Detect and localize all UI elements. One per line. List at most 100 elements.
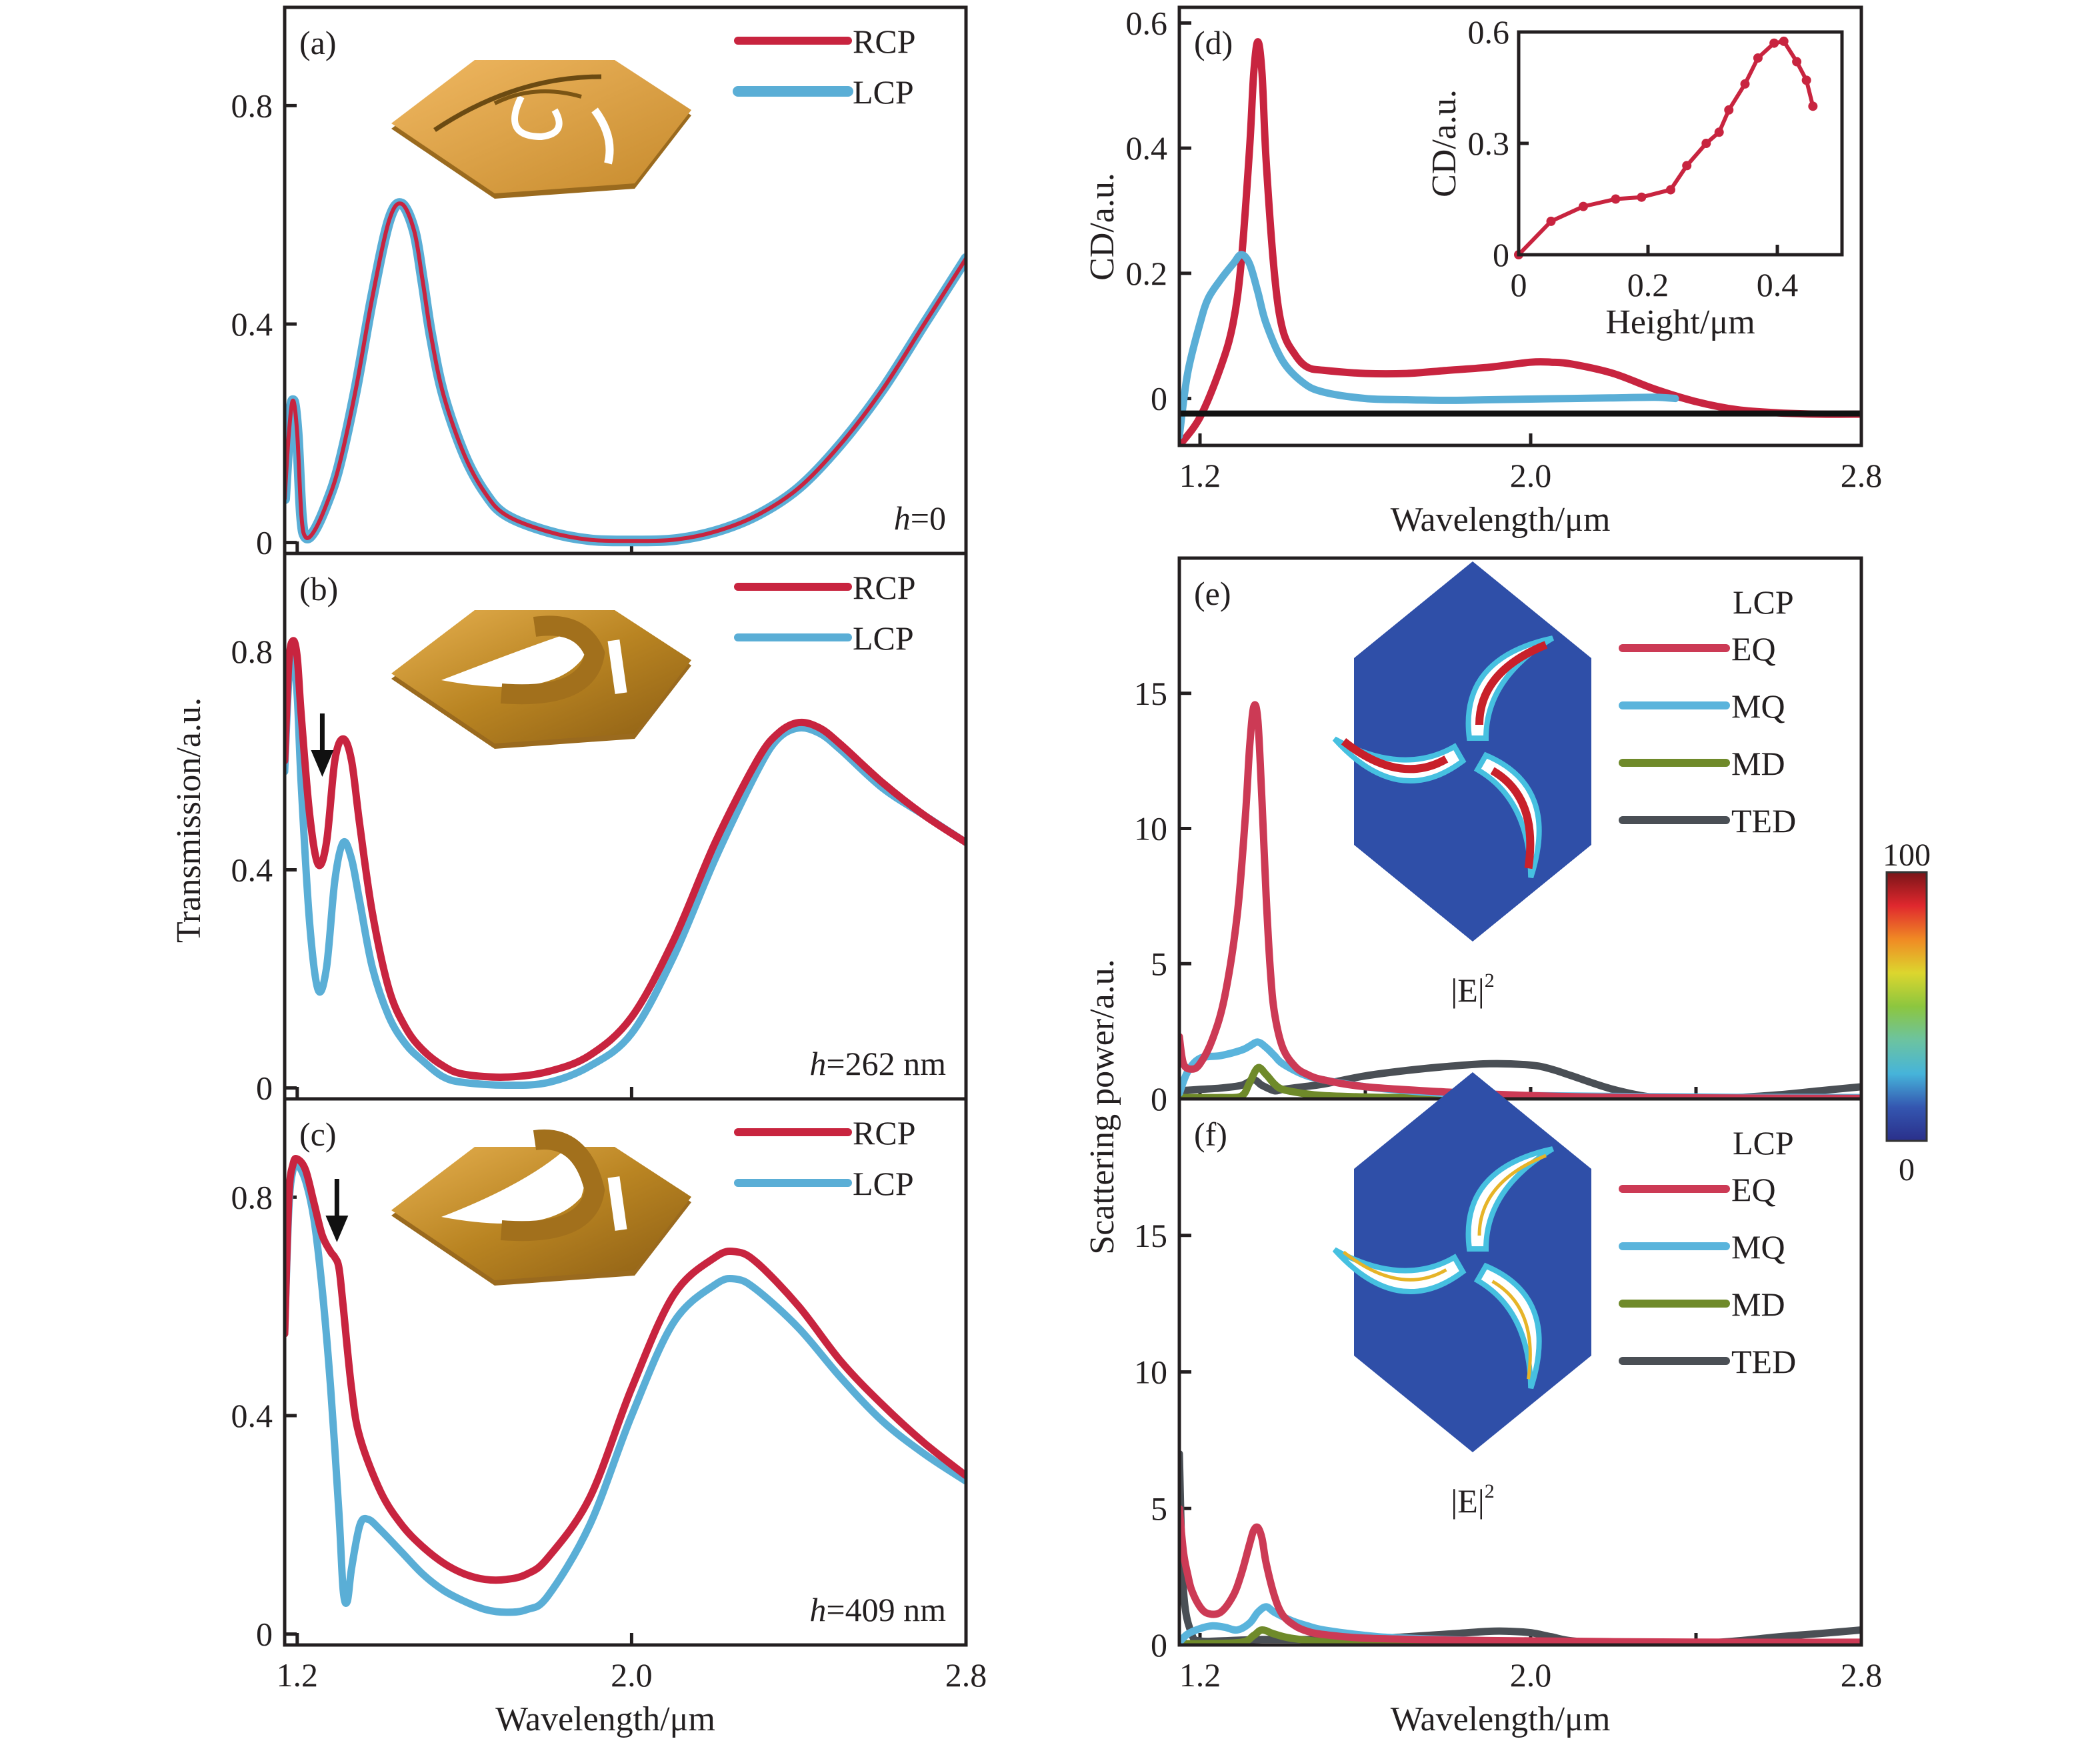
y-tick-label: 10 [1134, 810, 1167, 847]
annotation-value: =409 nm [826, 1591, 946, 1628]
structure-image-h262 [391, 610, 691, 749]
inset-x-tick-label: 0.4 [1757, 266, 1799, 303]
field-hotspot [1490, 767, 1535, 869]
y-axis-label-cd: CD/a.u. [1083, 173, 1121, 281]
field-spiral-arm [1332, 1247, 1467, 1294]
legend-label: EQ [1731, 1171, 1776, 1208]
y-tick-label: 0.8 [231, 1178, 273, 1216]
y-tick-label: 15 [1134, 1217, 1167, 1254]
y-axis-label-transmission: Transmission/a.u. [170, 697, 208, 943]
plot-frame [1177, 5, 1863, 447]
panel-label: (a) [299, 24, 337, 61]
field-slot [1332, 736, 1467, 783]
x-tick-label: 2.8 [945, 1656, 987, 1694]
colorbar-bar [1885, 871, 1928, 1142]
field-slot [1465, 1146, 1555, 1252]
series-line-cd-h-409-nm- [1179, 38, 1861, 445]
structure-image-h409 [391, 1130, 691, 1286]
x-tick-label: 2.0 [1510, 1656, 1552, 1694]
slot-vertical [607, 1176, 627, 1231]
legend-label: RCP [853, 23, 916, 60]
y-tick-label: 5 [1151, 945, 1167, 982]
x-tick-label: 1.2 [277, 1656, 319, 1694]
field-spiral-arm [1473, 751, 1542, 879]
y-tick-label: 0 [256, 1616, 273, 1653]
annotation-italic: h [809, 1591, 826, 1628]
slot-2 [511, 95, 563, 141]
y-tick-label: 10 [1134, 1354, 1167, 1391]
legend-item-md: MD [1619, 745, 1785, 782]
x-tick-label: 2.8 [1841, 1656, 1883, 1694]
y-tick-label: 0.4 [231, 305, 273, 343]
legend-title: LCP [1733, 1124, 1794, 1162]
field-map-label-text: |E| [1451, 972, 1485, 1009]
colorbar-min-label: 0 [1899, 1152, 1915, 1188]
legend-label: TED [1731, 802, 1796, 839]
x-tick-label: 1.2 [1179, 1656, 1221, 1694]
panel-label: (c) [299, 1116, 337, 1153]
colorbar-max-label: 100 [1883, 837, 1931, 873]
series-group [1179, 1450, 1861, 1645]
plot-frame [1177, 1097, 1863, 1647]
arrow-down-icon [325, 1179, 349, 1242]
inset-data-point [1801, 75, 1811, 85]
height-annotation: h=409 nm [809, 1591, 946, 1628]
panel-d: 00.20.40.61.2 2.0 2.8Wavelength/μm(d)00.30… [1126, 4, 1883, 539]
legend-label: MD [1731, 745, 1785, 782]
legend-label: LCP [853, 73, 914, 111]
panel-a: 0 0.4 0.8 (a) RCP LCP h=0 [231, 5, 968, 561]
inset-x-tick-label: 0 [1511, 266, 1527, 303]
spiral-opening [441, 1147, 586, 1224]
legend-label: LCP [853, 1165, 914, 1202]
inset-data-point [1740, 79, 1750, 89]
inset-background [1519, 32, 1842, 255]
y-tick-label: 0.8 [231, 633, 273, 670]
legend-label: TED [1731, 1343, 1796, 1380]
legend-item-lcp: LCP [734, 1165, 914, 1202]
legend-item-lcp: LCP [734, 619, 914, 657]
series-group [285, 1154, 966, 1616]
inset-data-point [1808, 101, 1818, 111]
panel-label: (b) [299, 570, 338, 607]
inset-data-point [1714, 127, 1724, 137]
legend-item-eq: EQ [1619, 630, 1776, 667]
y-tick-label: 0 [1151, 380, 1167, 417]
series-line-lcp [285, 198, 966, 547]
x-tick-label: 1.2 [1179, 457, 1221, 494]
annotation-value: =0 [911, 499, 946, 537]
y-tick-label: 0.6 [1126, 4, 1168, 41]
slot-vertical [607, 639, 627, 694]
field-hexagon [1354, 561, 1591, 942]
spiral-arm [500, 615, 605, 705]
panel-label: (d) [1194, 24, 1233, 61]
legend-item-ted: TED [1619, 802, 1796, 839]
y-tick-label: 5 [1151, 1490, 1167, 1527]
legend-item-rcp: RCP [734, 1114, 916, 1152]
x-tick-label: 2.8 [1841, 457, 1883, 494]
arrow-head [311, 750, 334, 777]
inset-data-point [1779, 36, 1789, 46]
slot-3 [591, 107, 614, 165]
inset-data-point [1682, 161, 1692, 171]
inset-x-axis-label: Height/μm [1605, 303, 1755, 341]
series-line-lcp [285, 1160, 966, 1616]
structure-image-flat [391, 60, 691, 199]
field-spiral-arm [1465, 1146, 1555, 1252]
field-map-label-sup: 2 [1485, 970, 1495, 992]
y-tick-label: 0 [1151, 1626, 1167, 1664]
inset-data-point [1769, 38, 1779, 48]
x-axis-label: Wavelength/μm [495, 1700, 715, 1738]
panel-label: (e) [1194, 575, 1231, 612]
legend-item-mq: MQ [1619, 687, 1785, 725]
arrow-down-icon [311, 713, 334, 777]
legend-label: MQ [1731, 687, 1785, 725]
series-group [1179, 38, 1861, 445]
field-hexagon [1354, 1072, 1591, 1452]
panel-e: 0 5 10 15 (e) LCP EQ MQ MD TED |E|2 [1134, 556, 1863, 1118]
y-tick-label: 0 [256, 524, 273, 561]
legend-label: EQ [1731, 630, 1776, 667]
panel-b: 0 0.4 0.8 (b) RCP LCP h=262 nm [231, 551, 968, 1107]
x-axis-label: Wavelength/μm [1391, 1700, 1611, 1738]
field-spiral-arm [1332, 736, 1467, 783]
